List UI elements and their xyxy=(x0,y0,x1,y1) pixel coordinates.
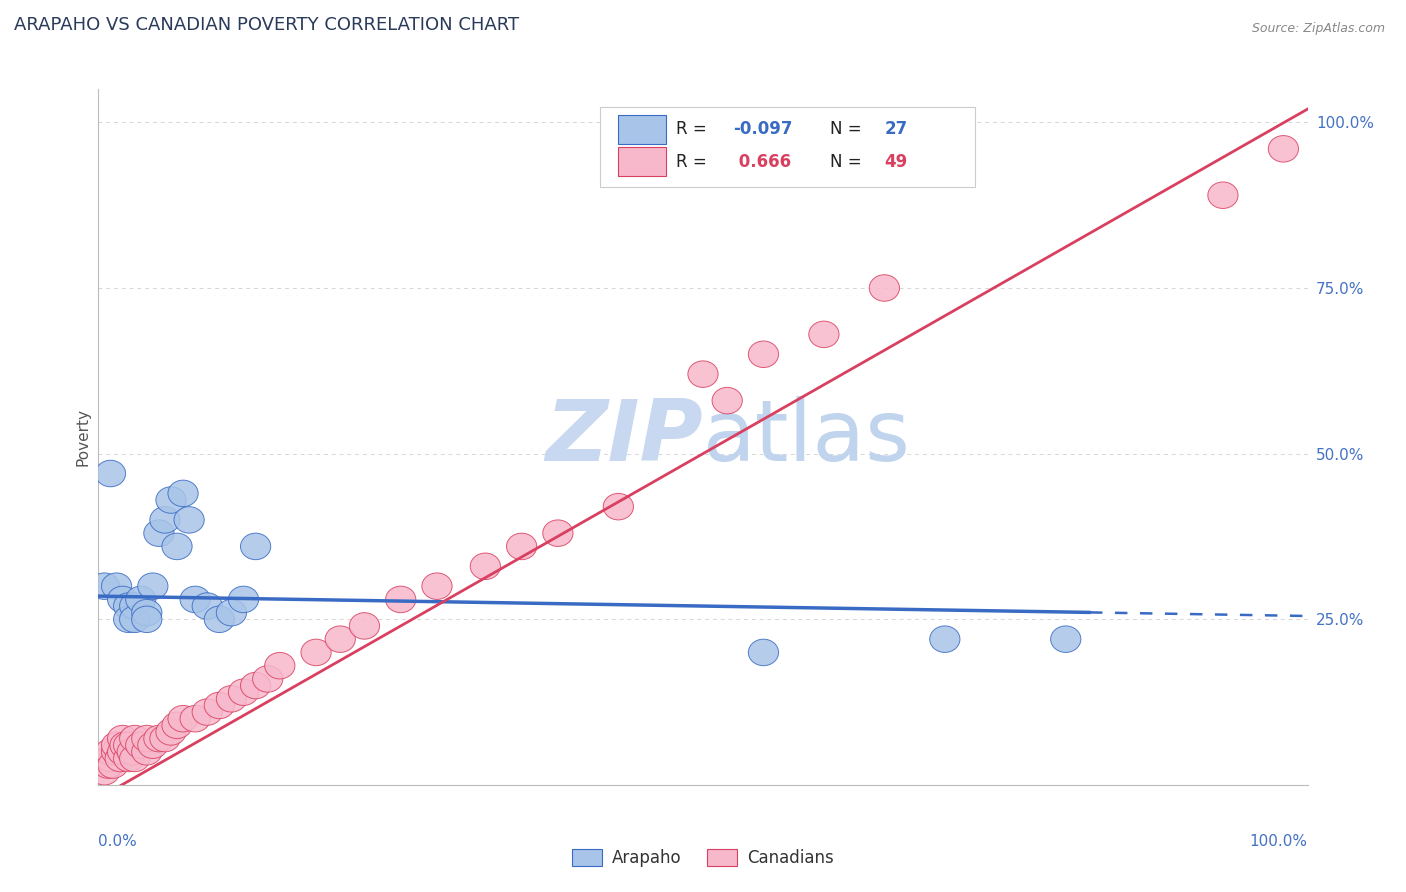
Ellipse shape xyxy=(180,706,211,732)
Ellipse shape xyxy=(808,321,839,348)
Ellipse shape xyxy=(150,507,180,533)
Ellipse shape xyxy=(167,706,198,732)
Ellipse shape xyxy=(543,520,574,547)
Ellipse shape xyxy=(96,460,125,487)
Text: 49: 49 xyxy=(884,153,908,170)
Ellipse shape xyxy=(228,679,259,706)
Ellipse shape xyxy=(349,613,380,640)
Legend: Arapaho, Canadians: Arapaho, Canadians xyxy=(565,843,841,874)
Text: N =: N = xyxy=(830,120,868,138)
Ellipse shape xyxy=(1268,136,1299,162)
Ellipse shape xyxy=(143,520,174,547)
Ellipse shape xyxy=(107,739,138,765)
Text: 0.666: 0.666 xyxy=(734,153,792,170)
Ellipse shape xyxy=(603,493,634,520)
Ellipse shape xyxy=(156,487,186,513)
Ellipse shape xyxy=(138,732,167,758)
FancyBboxPatch shape xyxy=(619,147,665,177)
Ellipse shape xyxy=(688,361,718,387)
Ellipse shape xyxy=(204,692,235,719)
Ellipse shape xyxy=(711,387,742,414)
Text: R =: R = xyxy=(676,120,713,138)
Text: R =: R = xyxy=(676,153,713,170)
Ellipse shape xyxy=(93,752,124,779)
Ellipse shape xyxy=(217,686,246,712)
Ellipse shape xyxy=(150,725,180,752)
Ellipse shape xyxy=(96,745,125,772)
Ellipse shape xyxy=(193,593,222,619)
Ellipse shape xyxy=(217,599,246,626)
Text: 0.0%: 0.0% xyxy=(98,834,138,848)
Ellipse shape xyxy=(1050,626,1081,652)
Ellipse shape xyxy=(193,698,222,725)
Text: 100.0%: 100.0% xyxy=(1250,834,1308,848)
Ellipse shape xyxy=(105,745,135,772)
Ellipse shape xyxy=(470,553,501,580)
Ellipse shape xyxy=(748,341,779,368)
Ellipse shape xyxy=(101,573,132,599)
Ellipse shape xyxy=(204,606,235,632)
Ellipse shape xyxy=(98,752,128,779)
Text: ARAPAHO VS CANADIAN POVERTY CORRELATION CHART: ARAPAHO VS CANADIAN POVERTY CORRELATION … xyxy=(14,15,519,34)
Ellipse shape xyxy=(120,593,150,619)
Ellipse shape xyxy=(228,586,259,613)
Ellipse shape xyxy=(180,586,211,613)
Ellipse shape xyxy=(240,533,271,559)
Ellipse shape xyxy=(114,606,143,632)
Ellipse shape xyxy=(117,739,148,765)
Ellipse shape xyxy=(101,739,132,765)
Ellipse shape xyxy=(162,712,193,739)
Ellipse shape xyxy=(132,725,162,752)
Ellipse shape xyxy=(107,725,138,752)
Ellipse shape xyxy=(156,719,186,745)
Ellipse shape xyxy=(125,732,156,758)
Ellipse shape xyxy=(748,640,779,665)
Ellipse shape xyxy=(114,745,143,772)
Ellipse shape xyxy=(929,626,960,652)
Ellipse shape xyxy=(114,732,143,758)
Ellipse shape xyxy=(90,758,120,785)
Ellipse shape xyxy=(90,573,120,599)
Ellipse shape xyxy=(325,626,356,652)
Ellipse shape xyxy=(506,533,537,559)
Ellipse shape xyxy=(120,606,150,632)
Ellipse shape xyxy=(253,665,283,692)
Ellipse shape xyxy=(1208,182,1239,209)
Ellipse shape xyxy=(301,640,332,665)
Ellipse shape xyxy=(114,593,143,619)
Ellipse shape xyxy=(385,586,416,613)
Text: 27: 27 xyxy=(884,120,908,138)
Ellipse shape xyxy=(167,480,198,507)
Ellipse shape xyxy=(125,586,156,613)
Text: Source: ZipAtlas.com: Source: ZipAtlas.com xyxy=(1251,22,1385,36)
Ellipse shape xyxy=(422,573,453,599)
Ellipse shape xyxy=(110,732,141,758)
Ellipse shape xyxy=(132,606,162,632)
Ellipse shape xyxy=(174,507,204,533)
Text: ZIP: ZIP xyxy=(546,395,703,479)
Ellipse shape xyxy=(96,739,125,765)
Text: N =: N = xyxy=(830,153,868,170)
Ellipse shape xyxy=(138,573,167,599)
Ellipse shape xyxy=(132,599,162,626)
Ellipse shape xyxy=(869,275,900,301)
Ellipse shape xyxy=(132,739,162,765)
Ellipse shape xyxy=(101,732,132,758)
Text: atlas: atlas xyxy=(703,395,911,479)
Text: -0.097: -0.097 xyxy=(734,120,793,138)
Ellipse shape xyxy=(120,745,150,772)
Ellipse shape xyxy=(264,652,295,679)
Ellipse shape xyxy=(107,586,138,613)
FancyBboxPatch shape xyxy=(600,106,976,186)
Y-axis label: Poverty: Poverty xyxy=(75,408,90,467)
FancyBboxPatch shape xyxy=(619,115,665,145)
Ellipse shape xyxy=(162,533,193,559)
Ellipse shape xyxy=(143,725,174,752)
Ellipse shape xyxy=(240,673,271,698)
Ellipse shape xyxy=(120,725,150,752)
